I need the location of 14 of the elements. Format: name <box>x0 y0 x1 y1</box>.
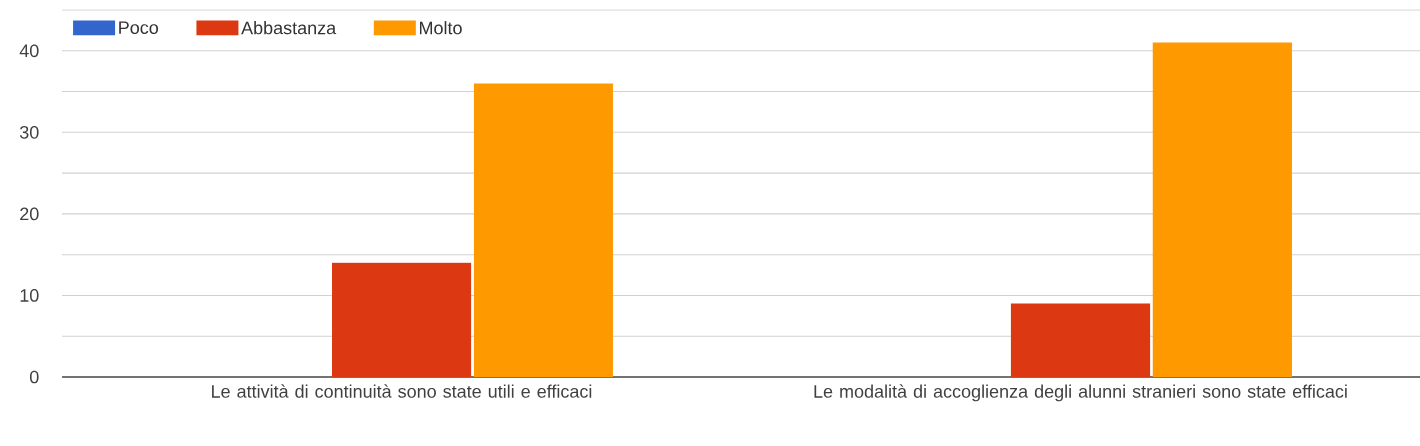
y-tick-label: 0 <box>29 370 39 384</box>
legend-label: Poco <box>119 21 159 34</box>
bar <box>331 262 472 377</box>
legend-label: Abbastanza <box>241 21 337 35</box>
bar <box>473 83 613 377</box>
bar <box>1010 303 1151 377</box>
bar <box>1152 42 1292 377</box>
y-tick-label: 30 <box>19 125 39 139</box>
x-tick-label: Le modalità di accoglienza degli alunni stranieri sono state efficaci <box>814 384 1347 402</box>
x-tick-label: Le attività di continuità sono state utili e efficaci <box>212 384 592 398</box>
y-tick-label: 10 <box>20 289 39 302</box>
y-tick-label: 20 <box>20 207 39 221</box>
y-tick-label: 40 <box>19 44 39 58</box>
legend-label: Molto <box>419 21 462 35</box>
